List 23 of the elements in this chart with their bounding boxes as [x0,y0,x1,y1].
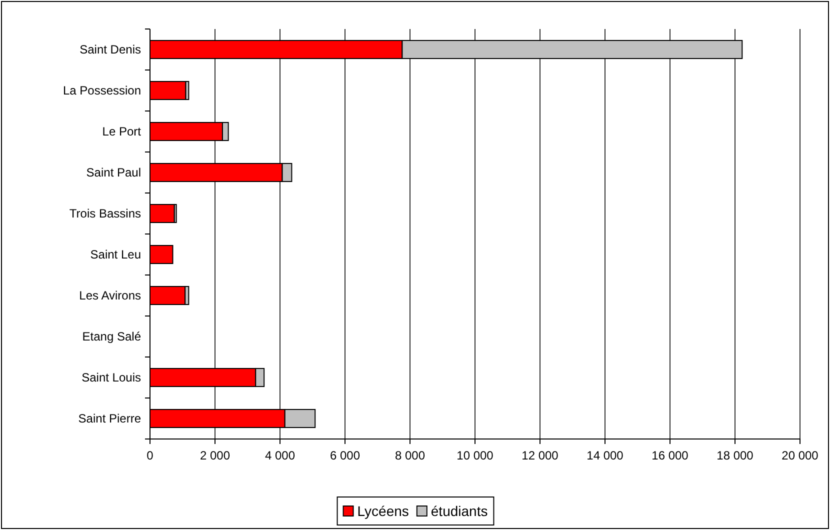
y-tick-label: Saint Denis [80,42,141,57]
x-tick-label: 6 000 [330,448,360,463]
x-tick-label: 14 000 [586,448,624,463]
y-tick-label: Etang Salé [82,330,142,344]
legend-label: Lycéens [357,502,409,519]
legend-label: étudiants [430,502,488,519]
x-tick-label: 10 000 [456,448,494,463]
x-tick-label: 8 000 [394,448,426,463]
x-tick-label: 4 000 [264,448,296,463]
y-tick-label: Saint Louis [82,370,141,385]
x-tick-label: 0 [146,448,154,463]
x-tick-label: 12 000 [522,448,559,463]
y-tick-label: Saint Paul [86,166,141,180]
y-tick-label: Trois Bassins [69,206,141,221]
x-tick-label: 2 000 [200,448,230,463]
x-tick-label: 20 000 [782,448,819,463]
y-tick-label: Le Port [102,124,142,139]
x-tick-label: 18 000 [716,448,754,463]
y-tick-label: La Possession [62,84,141,98]
y-tick-label: Saint Pierre [78,412,142,426]
y-tick-label: Les Avirons [79,288,141,303]
y-tick-label: Saint Leu [90,248,141,262]
x-tick-label: 16 000 [652,448,689,463]
